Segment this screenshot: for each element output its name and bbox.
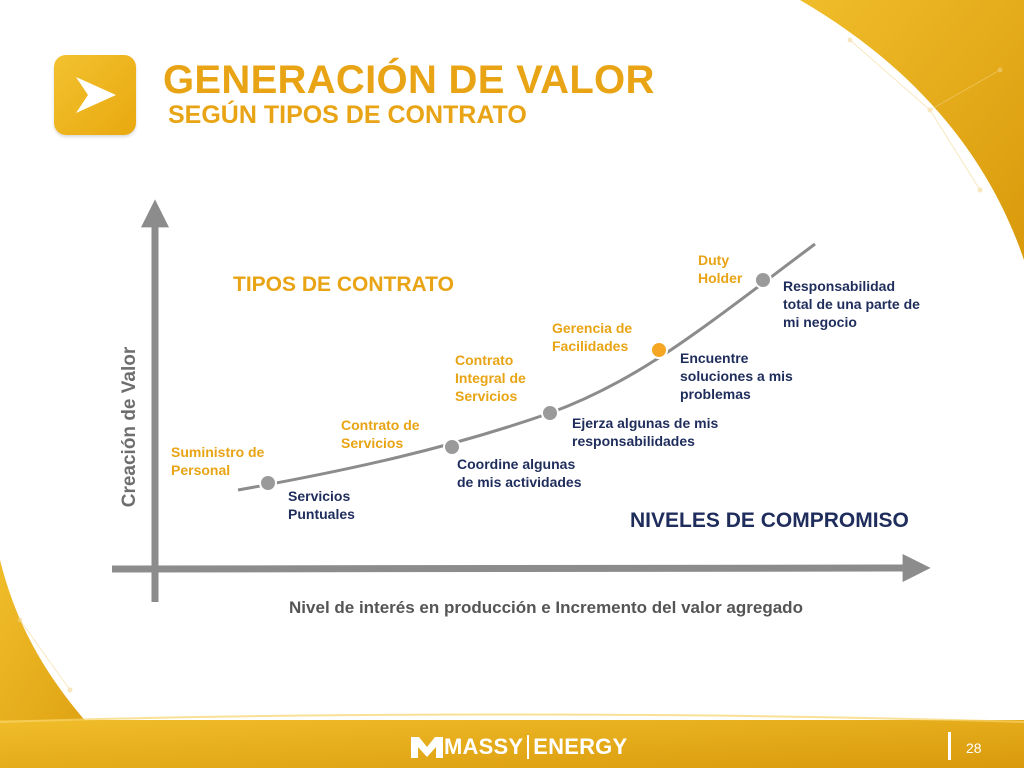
x-axis-label: Nivel de interés en producción e Increme…	[289, 598, 803, 617]
footer-bar	[0, 720, 1024, 768]
page-number: 28	[966, 740, 982, 756]
stage-marker-2	[443, 438, 461, 456]
contract-types-heading: TIPOS DE CONTRATO	[233, 273, 454, 296]
network-pattern	[17, 37, 1003, 693]
contract-label-5: Duty Holder	[698, 252, 743, 286]
commitment-label-4: Encuentre soluciones a mis problemas	[680, 350, 793, 402]
commitment-label-1: Servicios Puntuales	[288, 488, 355, 522]
logo-energy-text: ENERGY	[533, 734, 628, 759]
contract-label-3: Contrato Integral de Servicios	[455, 352, 526, 404]
commitment-label-3: Ejerza algunas de mis responsabilidades	[572, 415, 719, 449]
stage-marker-4	[650, 341, 668, 359]
arrow-logo-icon	[54, 55, 136, 135]
stage-marker-3	[541, 404, 559, 422]
stage-marker-5	[754, 271, 772, 289]
contract-label-4: Gerencia de Facilidades	[552, 320, 633, 354]
x-axis	[111, 554, 931, 583]
top-right-band	[800, 0, 1024, 260]
massy-m-icon	[411, 737, 443, 758]
commitment-label-2: Coordine algunas de mis actividades	[457, 456, 582, 490]
footer-divider	[948, 732, 951, 760]
y-axis-label: Creación de Valor	[119, 346, 140, 508]
contract-label-1: Suministro de Personal	[171, 444, 265, 478]
page-subtitle: SEGÚN TIPOS DE CONTRATO	[168, 101, 527, 129]
logo-separator	[527, 735, 530, 759]
contract-label-2: Contrato de Servicios	[341, 417, 420, 451]
page-title: GENERACIÓN DE VALOR	[163, 58, 655, 102]
logo-massy-text: MASSY	[444, 734, 524, 759]
massy-energy-logo: MASSY ENERGY	[410, 734, 627, 760]
stage-marker-1	[259, 474, 277, 492]
left-band	[0, 560, 130, 768]
commitment-label-5: Responsabilidad total de una parte de mi…	[783, 278, 920, 330]
commitment-levels-heading: NIVELES DE COMPROMISO	[630, 509, 909, 532]
